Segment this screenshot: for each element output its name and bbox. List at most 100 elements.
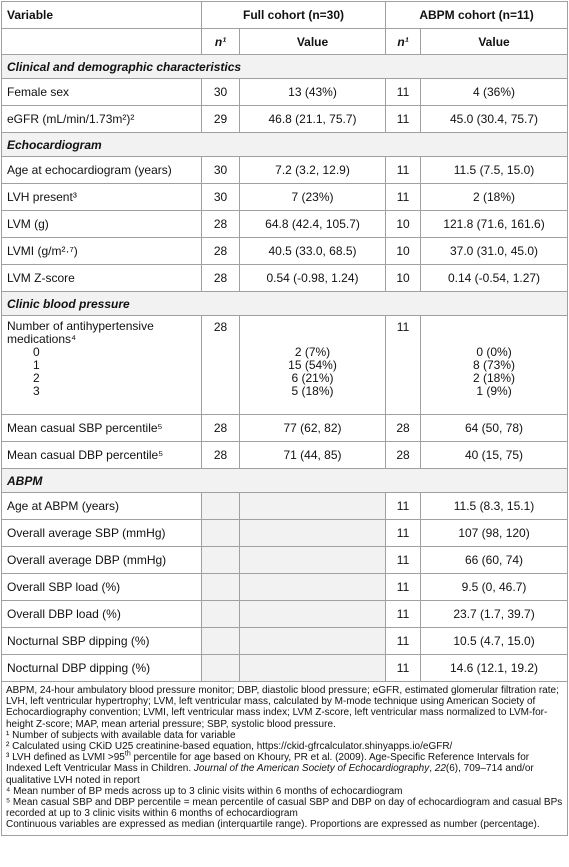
empty-cell — [201, 600, 240, 628]
n-cell: 10 — [385, 264, 422, 292]
level-label: 0 — [33, 345, 40, 359]
header-cell: n¹ — [201, 28, 240, 55]
footnote-text: ³ LVH defined as LVMI >95 — [6, 752, 125, 764]
n-cell: 11 — [385, 654, 422, 682]
empty-cell — [238, 519, 387, 547]
value-text: 8 (73%) — [473, 358, 516, 372]
level-label: 1 — [33, 358, 40, 372]
value-cell: 7 (23%) — [238, 183, 387, 211]
footnote-text: (6), 709–714 and/or qualitative LVH note… — [6, 763, 534, 786]
n-cell: 11 — [385, 573, 422, 601]
empty-cell — [238, 492, 387, 520]
empty-cell — [238, 627, 387, 655]
value-cell: 14.6 (12.1, 19.2) — [420, 654, 569, 682]
n-cell: 11 — [385, 519, 422, 547]
data-row: Age at ABPM (years) 11 11.5 (8.3, 15.1) — [1, 492, 569, 520]
n-cell: 11 — [385, 78, 422, 106]
value-cell: 11.5 (7.5, 15.0) — [420, 156, 569, 184]
value-cell: 9.5 (0, 46.7) — [420, 573, 569, 601]
empty-cell — [201, 519, 240, 547]
section-row: Clinical and demographic characteristics — [0, 54, 569, 79]
data-row: Number of antihypertensive medications⁴ 0… — [1, 315, 569, 415]
footnote-text: th — [124, 750, 131, 758]
data-row: Age at echocardiogram (years) 30 7.2 (3.2,… — [1, 156, 569, 184]
n-cell: 30 — [201, 156, 240, 184]
value-cell: 0.54 (-0.98, 1.24) — [238, 264, 387, 292]
row-label: LVM Z-score — [1, 264, 202, 292]
value-cell: 66 (60, 74) — [420, 546, 569, 574]
row-label: Overall average SBP (mmHg) — [1, 519, 202, 547]
value-text: 6 (21%) — [291, 371, 334, 385]
value-text: 2 (18%) — [473, 371, 516, 385]
empty-cell — [201, 546, 240, 574]
row-label: Nocturnal SBP dipping (%) — [1, 627, 202, 655]
value-cell: 45.0 (30.4, 75.7) — [420, 105, 569, 133]
footnote: ³ LVH defined as LVMI >95th percentile f… — [6, 750, 563, 786]
header-cell: Variable — [1, 1, 202, 29]
value-cell: 7.2 (3.2, 12.9) — [238, 156, 387, 184]
n-cell: 11 — [385, 183, 422, 211]
data-row: LVM (g) 28 64.8 (42.4, 105.7) 10 121.8 (71.6… — [1, 210, 569, 238]
footnote: ¹ Number of subjects with available data… — [6, 729, 236, 741]
n-cell: 10 — [385, 237, 422, 265]
empty-cell — [201, 627, 240, 655]
table-body: Variable Full cohort (n=30) ABPM cohort … — [0, 1, 569, 682]
value-cell: 13 (43%) — [238, 78, 387, 106]
n-cell: 28 — [201, 237, 240, 265]
footnote: ABPM, 24-hour ambulatory blood pressure … — [6, 685, 559, 730]
n-cell: 30 — [201, 78, 240, 106]
n-cell: 11 — [385, 105, 422, 133]
empty-cell — [238, 573, 387, 601]
header-cell: Value — [420, 28, 569, 55]
results-table: Variable Full cohort (n=30) ABPM cohort … — [0, 1, 569, 836]
value-cell: 64.8 (42.4, 105.7) — [238, 210, 387, 238]
row-label: Female sex — [1, 78, 202, 106]
row-label: LVM (g) — [1, 210, 202, 238]
value-cell: 64 (50, 78) — [420, 414, 569, 442]
value-cell: 23.7 (1.7, 39.7) — [420, 600, 569, 628]
value-cell: 77 (62, 82) — [238, 414, 387, 442]
n-cell: 11 — [385, 627, 422, 655]
data-row: Overall DBP load (%) 11 23.7 (1.7, 39.7) — [1, 600, 569, 628]
header-row: Variable Full cohort (n=30) ABPM cohort … — [1, 1, 569, 29]
value-text: 5 (18%) — [291, 384, 334, 398]
row-label: LVMI (g/m²·⁷) — [1, 237, 202, 265]
n-cell: 29 — [201, 105, 240, 133]
header-cell — [1, 28, 202, 55]
row-label: Mean casual SBP percentile⁵ — [1, 414, 202, 442]
value-cell: 0.14 (-0.54, 1.27) — [420, 264, 569, 292]
empty-cell — [201, 573, 240, 601]
row-label: Overall average DBP (mmHg) — [1, 546, 202, 574]
value-cell: 46.8 (21.1, 75.7) — [238, 105, 387, 133]
section-row: ABPM — [0, 468, 569, 493]
value-text: 2 (7%) — [294, 345, 331, 359]
row-label: Overall DBP load (%) — [1, 600, 202, 628]
footnote-text: , — [429, 763, 435, 775]
empty-cell — [238, 600, 387, 628]
footnote: ² Calculated using CKiD U25 creatinine-b… — [6, 741, 453, 753]
section-title: ABPM — [0, 468, 569, 493]
value-cell: 40.5 (33.0, 68.5) — [238, 237, 387, 265]
n-cell: 28 — [201, 441, 240, 469]
n-cell: 28 — [385, 414, 422, 442]
level-label: 3 — [33, 384, 40, 398]
subheader-row: n¹ Value n¹ Value — [1, 28, 569, 55]
data-row: LVH present³ 30 7 (23%) 11 2 (18%) — [1, 183, 569, 211]
level-label: 2 — [33, 371, 40, 385]
data-row: Overall average SBP (mmHg) 11 107 (98, 120… — [1, 519, 569, 547]
n-cell: 30 — [201, 183, 240, 211]
value-cell: 2 (7%) 15 (54%) 6 (21%) 5 (18%) — [238, 315, 387, 415]
row-label: Number of antihypertensive medications⁴ 0… — [1, 315, 202, 415]
data-row: Nocturnal SBP dipping (%) 11 10.5 (4.7, 15… — [1, 627, 569, 655]
row-label: LVH present³ — [1, 183, 202, 211]
header-cell: Value — [238, 28, 387, 55]
value-cell: 10.5 (4.7, 15.0) — [420, 627, 569, 655]
row-label: Age at echocardiogram (years) — [1, 156, 202, 184]
n-cell: 10 — [385, 210, 422, 238]
footnote-row: ABPM, 24-hour ambulatory blood pressure … — [0, 681, 569, 836]
row-label: Mean casual DBP percentile⁵ — [1, 441, 202, 469]
n-cell: 28 — [201, 414, 240, 442]
row-label: Age at ABPM (years) — [1, 492, 202, 520]
footnotes: ABPM, 24-hour ambulatory blood pressure … — [0, 681, 569, 836]
